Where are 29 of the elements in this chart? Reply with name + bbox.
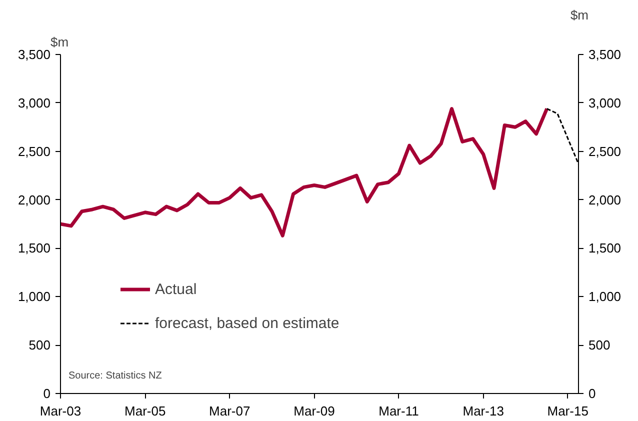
y-tick-label: 0	[43, 386, 51, 401]
y2-tick-label: 1,000	[588, 289, 622, 304]
y2-tick-label: 2,000	[588, 192, 622, 208]
y2-axis-title: $m	[570, 8, 589, 22]
y-tick-label: 500	[28, 338, 51, 353]
x-tick-label: Mar-15	[547, 404, 588, 418]
y2-tick-label: 3,000	[588, 95, 622, 110]
y-tick-label: 1,500	[18, 240, 51, 256]
y2-tick-label: 0	[588, 386, 596, 401]
x-tick-label: Mar-05	[124, 404, 166, 418]
y-tick-label: 1,000	[18, 289, 51, 304]
x-tick-label: Mar-07	[209, 404, 250, 418]
x-tick-label: Mar-03	[40, 404, 82, 418]
y2-tick-label: 2,500	[588, 144, 622, 159]
y2-tick-label: 3,500	[588, 47, 622, 62]
x-tick-label: Mar-09	[294, 404, 335, 418]
line-series	[60, 106, 549, 238]
x-tick-label: Mar-11	[378, 404, 419, 418]
y-tick-label: 2,000	[18, 192, 51, 208]
legend-label: Actual	[155, 280, 197, 298]
y2-tick-label: 500	[588, 338, 610, 353]
y-tick-label: 3,500	[18, 47, 51, 62]
y-axis-title: $m	[50, 34, 69, 50]
x-tick-label: Mar-13	[462, 404, 504, 418]
y2-tick-label: 1,500	[588, 240, 622, 256]
legend-label: forecast, based on estimate	[155, 314, 340, 332]
y-tick-label: 2,500	[18, 144, 51, 159]
annotation: Source: Statistics NZ	[68, 370, 162, 382]
y-tick-label: 3,000	[18, 95, 51, 110]
